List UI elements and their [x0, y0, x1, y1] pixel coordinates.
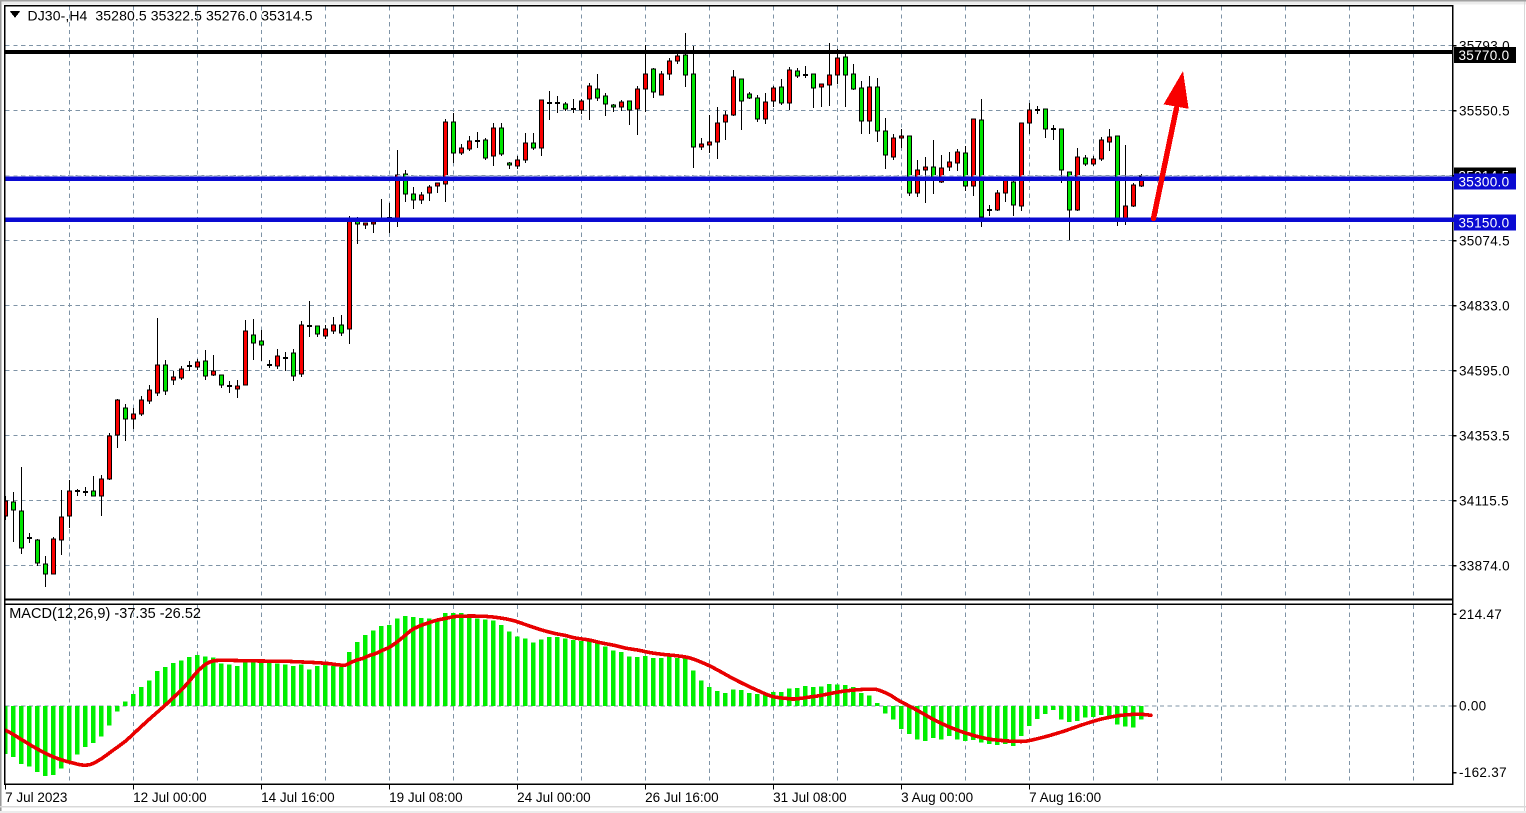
svg-text:DJ30-,H4 35280.5 35322.5 3527: DJ30-,H4 35280.5 35322.5 35276.0 35314.5: [28, 8, 313, 24]
svg-text:24 Jul 00:00: 24 Jul 00:00: [517, 790, 591, 805]
svg-text:7 Jul 2023: 7 Jul 2023: [5, 790, 67, 805]
svg-text:34595.0: 34595.0: [1459, 364, 1510, 379]
svg-text:7 Aug 16:00: 7 Aug 16:00: [1029, 790, 1101, 805]
svg-text:3 Aug 00:00: 3 Aug 00:00: [901, 790, 973, 805]
svg-text:35300.0: 35300.0: [1459, 175, 1510, 190]
svg-text:33874.0: 33874.0: [1459, 559, 1510, 574]
svg-text:35770.0: 35770.0: [1459, 48, 1510, 63]
svg-text:214.47: 214.47: [1459, 607, 1502, 622]
svg-text:35074.5: 35074.5: [1459, 234, 1510, 249]
svg-text:0.00: 0.00: [1459, 699, 1486, 714]
svg-text:34353.5: 34353.5: [1459, 429, 1510, 444]
svg-text:35150.0: 35150.0: [1459, 216, 1510, 231]
svg-text:34833.0: 34833.0: [1459, 299, 1510, 314]
svg-text:12 Jul 00:00: 12 Jul 00:00: [133, 790, 207, 805]
svg-text:-162.37: -162.37: [1459, 765, 1507, 780]
svg-text:14 Jul 16:00: 14 Jul 16:00: [261, 790, 335, 805]
svg-text:31 Jul 08:00: 31 Jul 08:00: [773, 790, 847, 805]
svg-text:26 Jul 16:00: 26 Jul 16:00: [645, 790, 719, 805]
svg-text:35550.5: 35550.5: [1459, 104, 1510, 119]
svg-text:MACD(12,26,9) -37.35 -26.52: MACD(12,26,9) -37.35 -26.52: [9, 606, 201, 622]
svg-text:34115.5: 34115.5: [1459, 494, 1509, 509]
svg-text:19 Jul 08:00: 19 Jul 08:00: [389, 790, 463, 805]
